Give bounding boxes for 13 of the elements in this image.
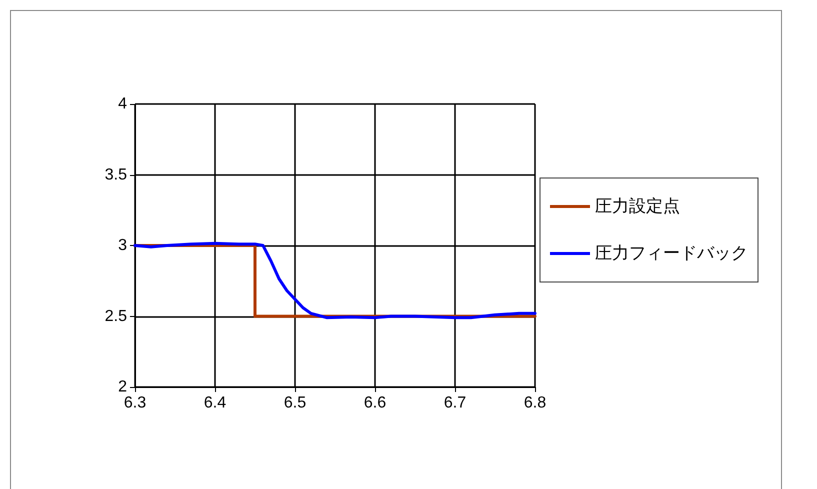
y-tick-label: 2 [118, 378, 128, 396]
x-tick-label: 6.8 [524, 394, 546, 412]
x-tick-label: 6.5 [284, 394, 306, 412]
y-tick-label: 4 [118, 96, 128, 112]
y-tick-label: 3 [118, 237, 128, 254]
x-tick-label: 6.7 [444, 394, 466, 412]
x-tick-label: 6.4 [204, 394, 226, 412]
legend-label: 圧力フィードバック [595, 244, 748, 264]
x-tick-label: 6.3 [124, 394, 146, 412]
y-tick-label: 3.5 [104, 166, 128, 184]
y-tick-label: 2.5 [104, 308, 128, 325]
x-tick-label: 6.6 [364, 394, 386, 412]
legend-label: 圧力設定点 [595, 196, 680, 216]
